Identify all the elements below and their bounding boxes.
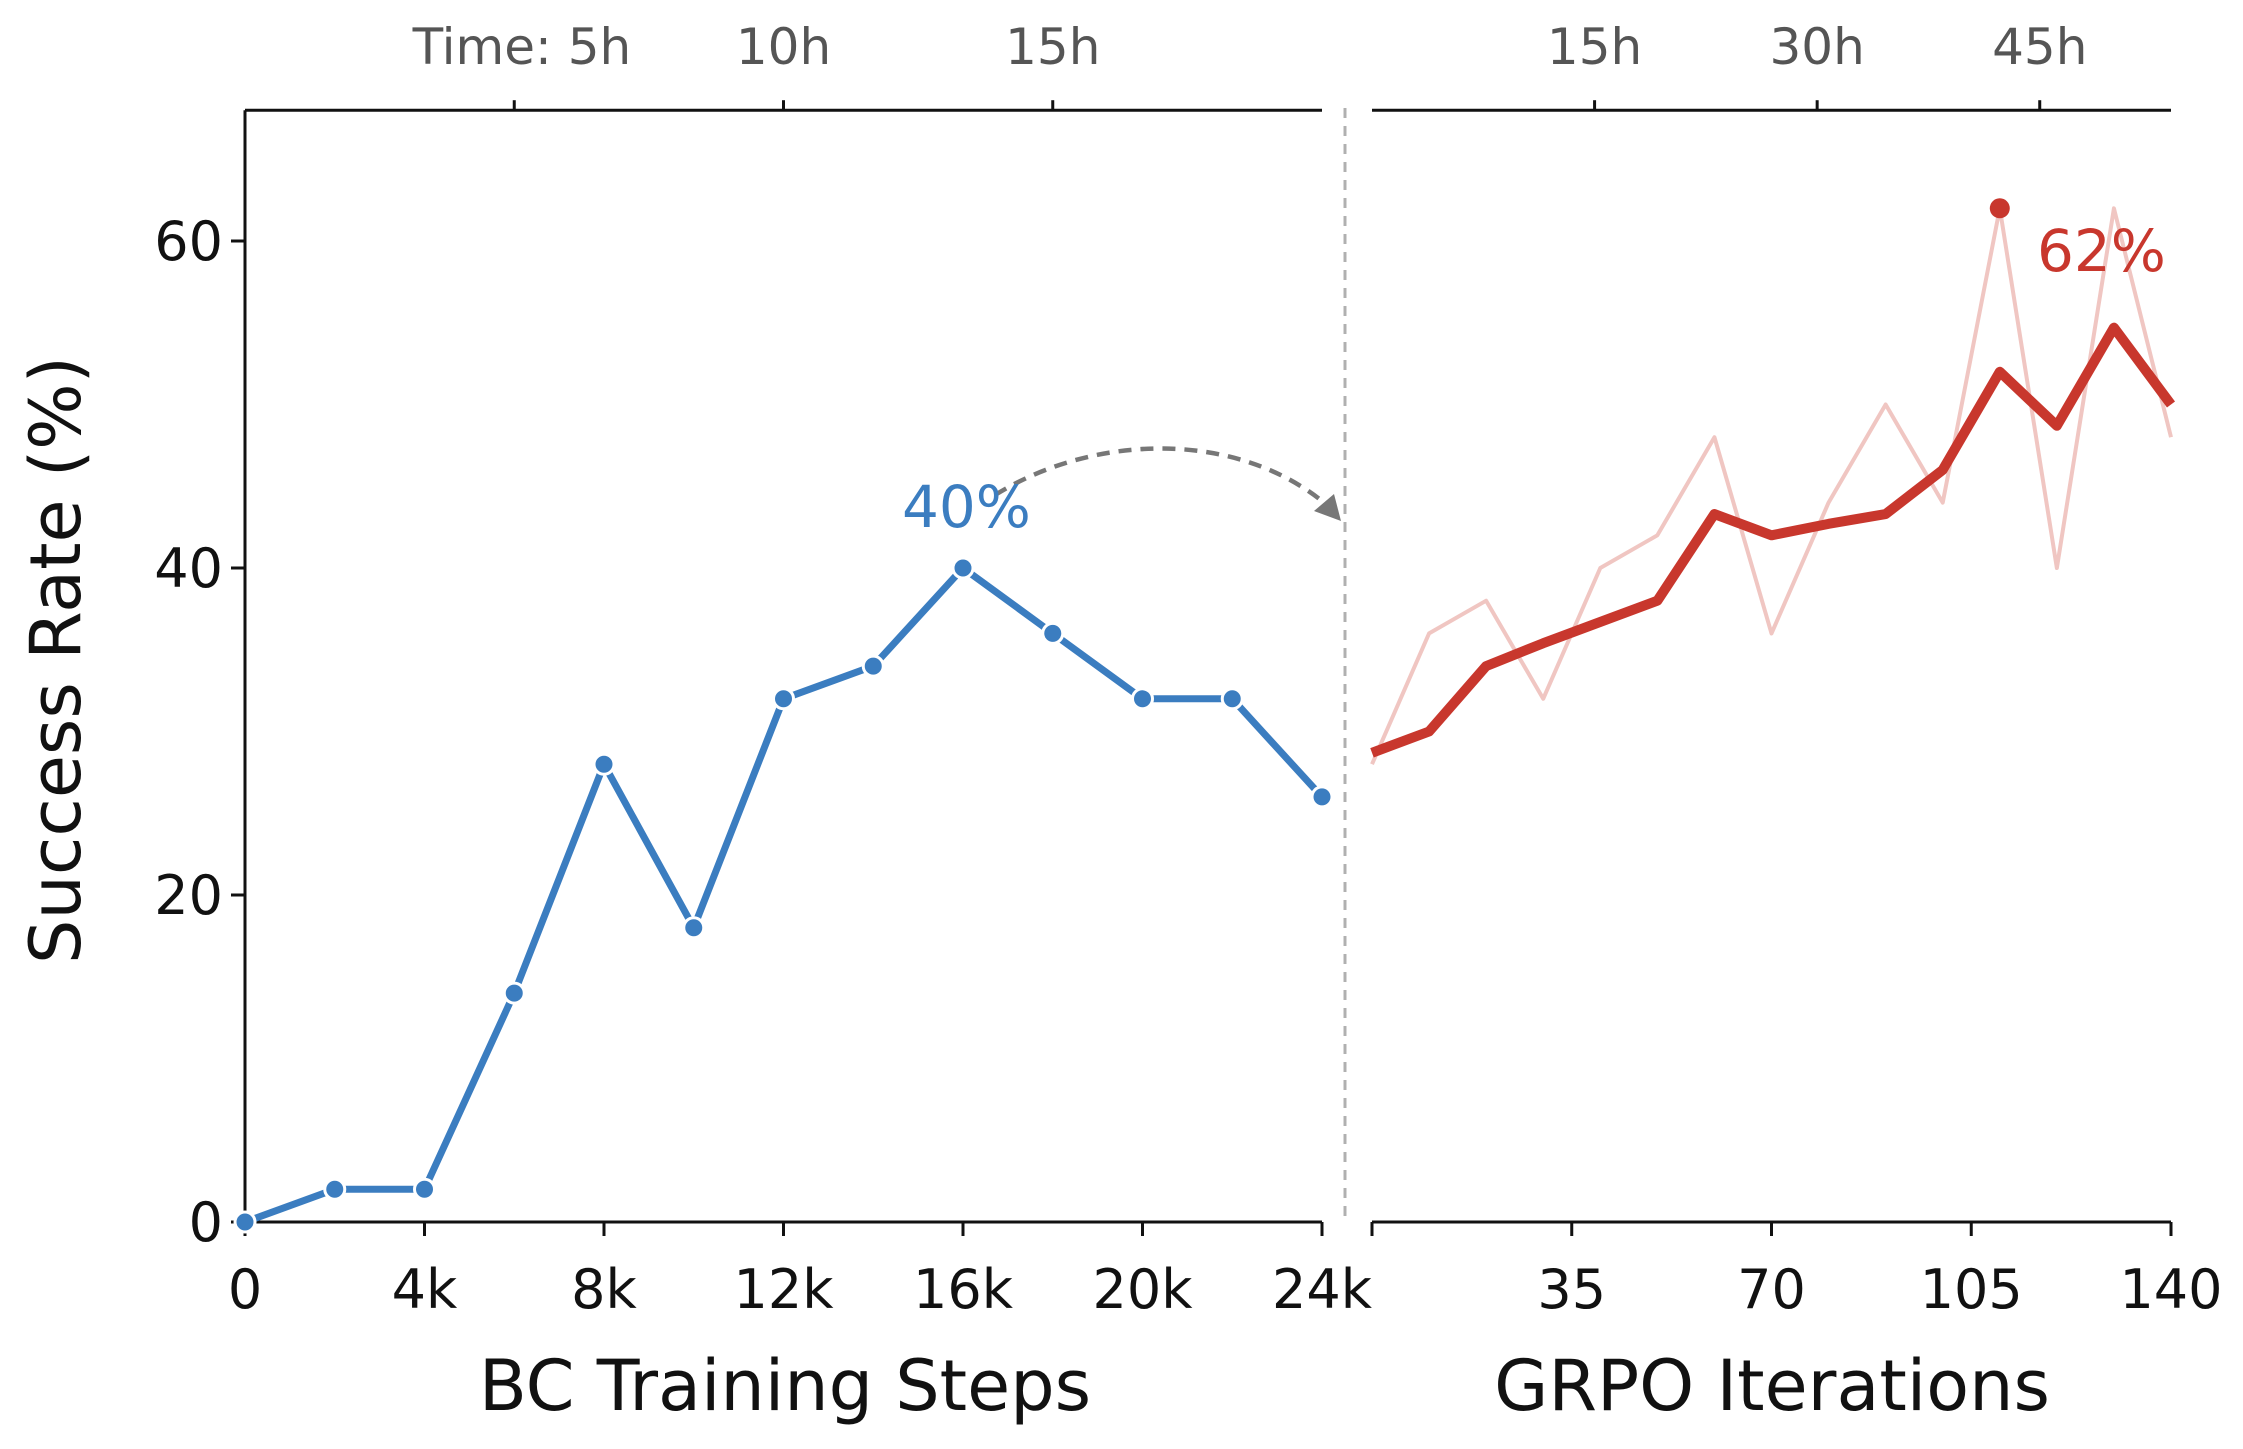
y-tick-label: 40 [154, 537, 223, 600]
left-x-tick-label: 24k [1272, 1258, 1373, 1321]
bc-data-point [1310, 785, 1334, 809]
left-top-tick-label: 10h [736, 18, 831, 76]
right-x-tick-label: 35 [1537, 1258, 1606, 1321]
bc-series-line [243, 564, 1325, 1226]
bc-data-point [502, 981, 526, 1005]
left-panel: 0 20 40 60 0 4k 8k 12k 16k 20k 24k Time: 5h 10h 15h [154, 18, 1372, 1321]
left-peak-annotation: 40% [902, 473, 1031, 541]
right-x-tick-label: 70 [1737, 1258, 1806, 1321]
right-panel: 35 70 105 140 15h 30h 45h [1370, 18, 2223, 1321]
bc-data-point [682, 916, 706, 940]
transfer-arrowhead [1314, 494, 1341, 521]
right-x-tick-label: 140 [2119, 1258, 2222, 1321]
bc-data-point [1131, 687, 1154, 711]
bc-data-point [233, 1210, 257, 1234]
bc-data-point [951, 556, 975, 580]
y-axis-title: Success Rate (%) [15, 356, 97, 964]
bc-data-point [413, 1177, 436, 1201]
right-top-tick-label: 15h [1547, 18, 1642, 76]
right-top-tick-label: 45h [1992, 18, 2087, 76]
bc-data-point [861, 654, 885, 678]
bc-data-point [323, 1177, 347, 1201]
y-tick-label: 0 [189, 1191, 223, 1254]
left-x-tick-label: 12k [734, 1258, 835, 1321]
left-x-tick-label: 20k [1093, 1258, 1194, 1321]
bc-data-point [1041, 621, 1065, 645]
grpo-peak-point [1989, 198, 2010, 219]
bc-data-point [772, 687, 795, 711]
left-x-tick-label: 16k [913, 1258, 1014, 1321]
left-top-tick-label: Time: 5h [412, 18, 632, 76]
left-x-tick-label: 0 [228, 1258, 262, 1321]
left-top-tick-label: 15h [1005, 18, 1100, 76]
right-x-axis-title: GRPO Iterations [1494, 1345, 2050, 1427]
right-peak-annotation: 62% [2037, 217, 2166, 285]
grpo-smoothed-series-line [1370, 322, 2176, 758]
bc-data-point [592, 752, 616, 776]
left-x-axis-title: BC Training Steps [479, 1345, 1091, 1427]
transfer-arrow [993, 446, 1340, 517]
y-tick-label: 20 [154, 864, 223, 927]
left-x-tick-label: 8k [571, 1258, 637, 1321]
bc-data-point [1220, 687, 1244, 711]
left-x-tick-label: 4k [392, 1258, 458, 1321]
right-x-tick-label: 105 [1920, 1258, 2023, 1321]
right-top-tick-label: 30h [1770, 18, 1865, 76]
y-tick-label: 60 [154, 210, 223, 273]
grpo-raw-series-line [1370, 206, 2173, 765]
